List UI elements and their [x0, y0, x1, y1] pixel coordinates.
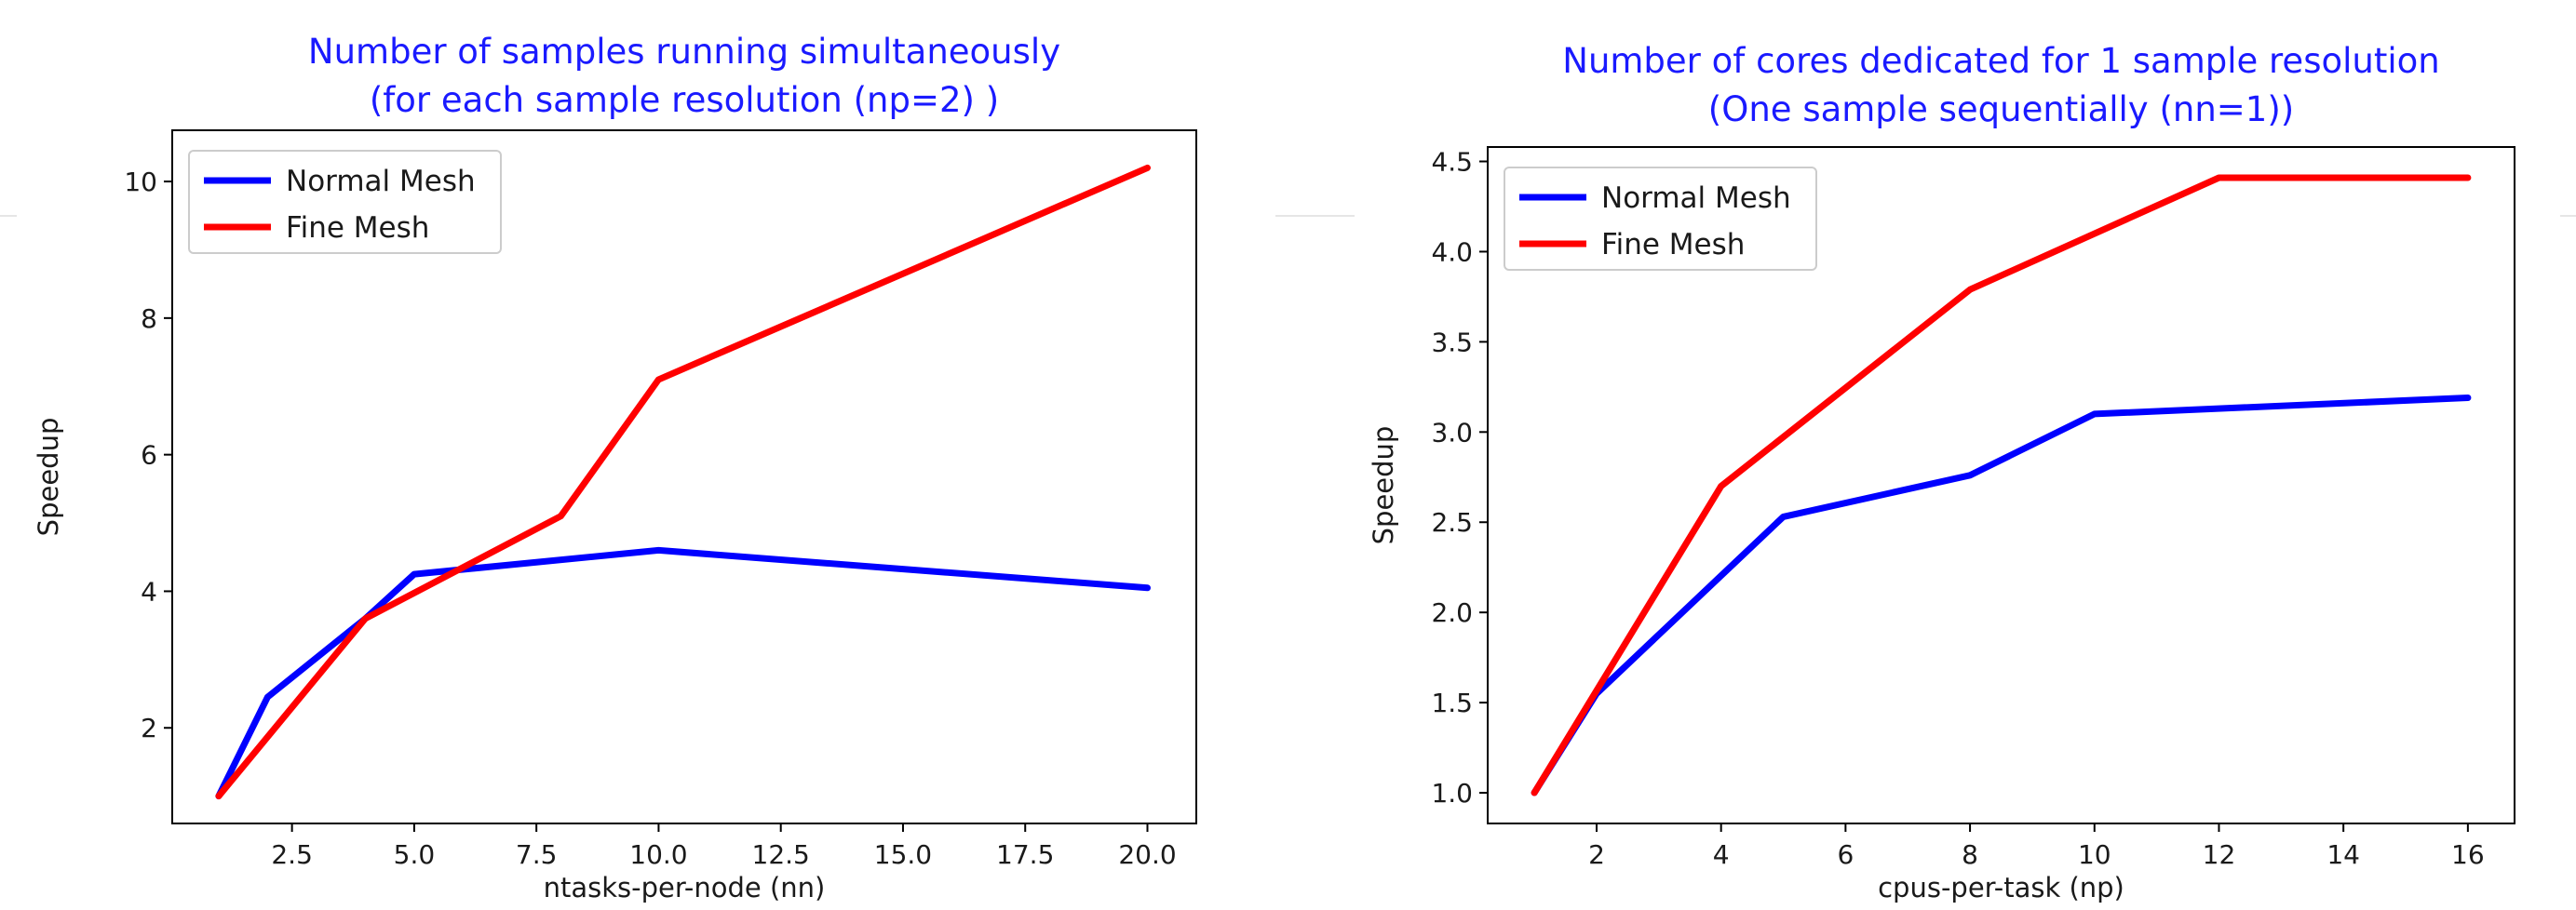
- series-line-normal-mesh: [1531, 395, 2472, 796]
- y-tick-label: 1.5: [1431, 688, 1473, 718]
- y-tick-label: 4.5: [1431, 147, 1473, 178]
- y-tick-label: 10: [124, 167, 157, 197]
- x-tick-label: 17.5: [996, 839, 1054, 870]
- series-line-fine-mesh: [1531, 174, 2472, 796]
- x-tick-label: 14: [2326, 839, 2360, 870]
- plot-area-frame: [171, 129, 1197, 824]
- series-group: [215, 164, 1151, 800]
- x-axis-label: ntasks-per-node (nn): [544, 872, 826, 903]
- x-tick-label: 10: [2078, 839, 2111, 870]
- legend-label: Normal Mesh: [1601, 181, 1791, 215]
- y-tick-label: 1.0: [1431, 778, 1473, 809]
- chart-title-line: Number of samples running simultaneously: [308, 32, 1060, 72]
- x-tick-label: 6: [1837, 839, 1854, 870]
- x-tick-label: 2: [1588, 839, 1605, 870]
- x-tick-label: 4: [1713, 839, 1730, 870]
- legend: Normal Mesh Fine Mesh: [188, 150, 502, 254]
- y-axis-label: Speedup: [33, 418, 64, 537]
- y-tick-label: 6: [141, 440, 157, 471]
- chart-1: Number of samples running simultaneously…: [33, 32, 1197, 903]
- x-tick-label: 20.0: [1118, 839, 1176, 870]
- x-tick-label: 8: [1962, 839, 1978, 870]
- chart-2: Number of cores dedicated for 1 sample r…: [1368, 41, 2515, 903]
- y-tick-label: 2.0: [1431, 597, 1473, 628]
- legend-label: Fine Mesh: [1601, 228, 1745, 261]
- chart-title-line: (One sample sequentially (nn=1)): [1708, 89, 2294, 129]
- y-tick-label: 3.0: [1431, 417, 1473, 448]
- plot-area-frame: [1487, 146, 2515, 824]
- y-axis-label: Speedup: [1368, 426, 1399, 545]
- y-tick-label: 2.5: [1431, 507, 1473, 538]
- chart-title-line: (for each sample resolution (np=2) ): [370, 80, 999, 120]
- series-line-normal-mesh: [215, 546, 1151, 800]
- x-tick-label: 12.5: [752, 839, 810, 870]
- y-tick-label: 4.0: [1431, 236, 1473, 267]
- chart-title-line: Number of cores dedicated for 1 sample r…: [1562, 41, 2439, 81]
- x-axis-label: cpus-per-task (np): [1878, 872, 2124, 903]
- y-tick-label: 3.5: [1431, 327, 1473, 357]
- legend: Normal Mesh Fine Mesh: [1504, 167, 1817, 271]
- x-tick-label: 5.0: [394, 839, 436, 870]
- x-tick-label: 2.5: [271, 839, 313, 870]
- x-tick-label: 16: [2451, 839, 2485, 870]
- legend-label: Normal Mesh: [286, 165, 476, 198]
- series-group: [1531, 174, 2472, 796]
- x-tick-label: 10.0: [629, 839, 687, 870]
- x-tick-label: 15.0: [874, 839, 932, 870]
- y-tick-label: 4: [141, 576, 157, 607]
- y-tick-label: 8: [141, 303, 157, 334]
- series-line-fine-mesh: [215, 164, 1151, 800]
- legend-label: Fine Mesh: [286, 211, 429, 245]
- x-tick-label: 7.5: [516, 839, 558, 870]
- x-tick-label: 12: [2203, 839, 2236, 870]
- y-tick-label: 2: [141, 713, 157, 743]
